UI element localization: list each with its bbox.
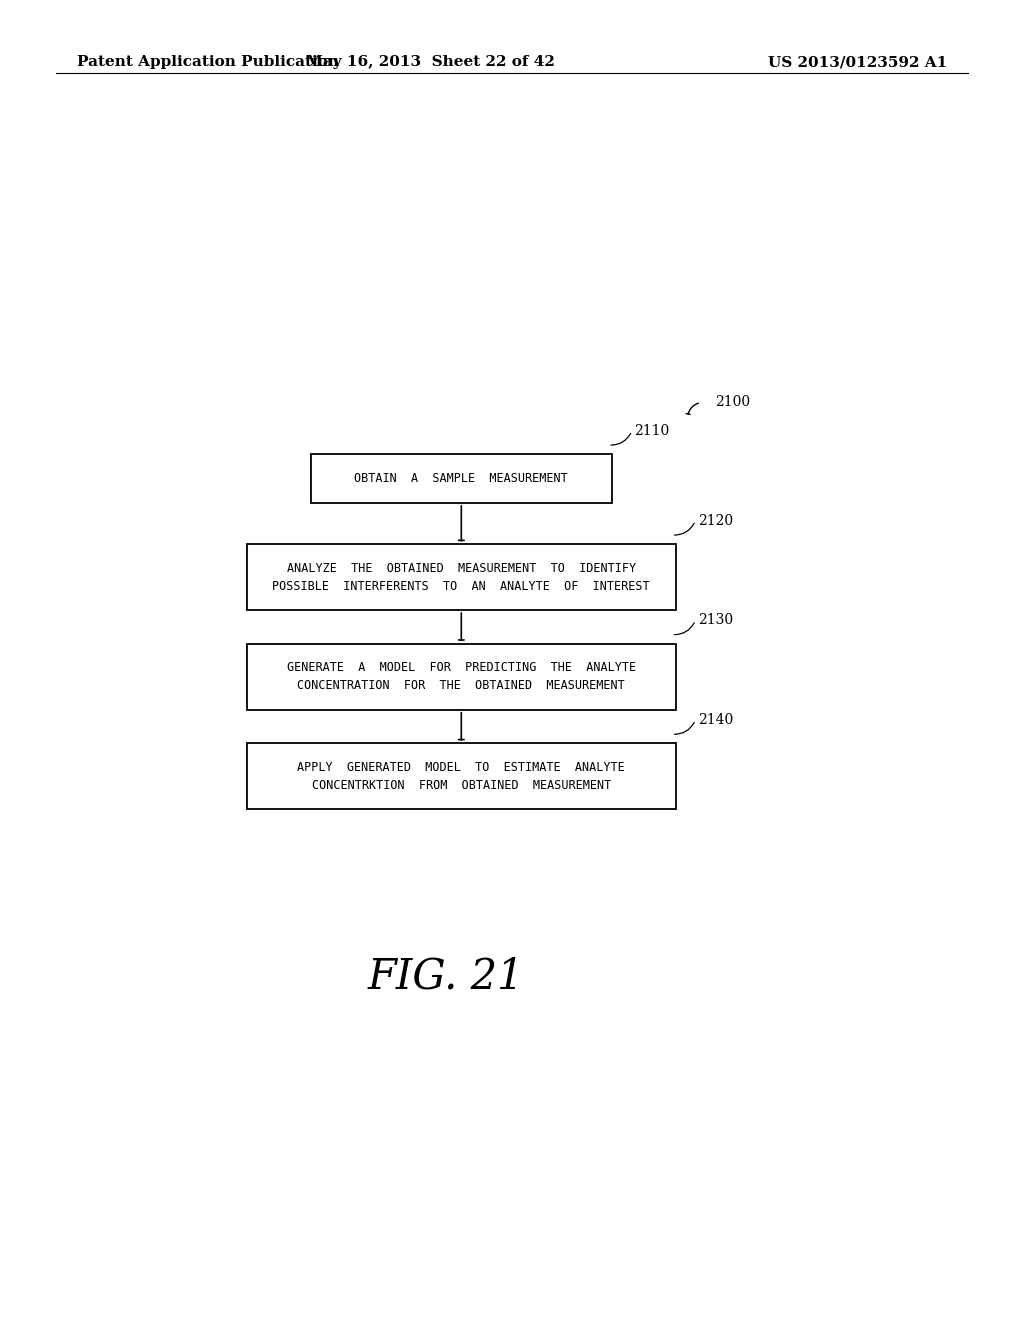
Text: FIG. 21: FIG. 21 xyxy=(368,956,523,998)
Text: ANALYZE  THE  OBTAINED  MEASUREMENT  TO  IDENTIFY
POSSIBLE  INTERFERENTS  TO  AN: ANALYZE THE OBTAINED MEASUREMENT TO IDEN… xyxy=(272,561,650,593)
Bar xyxy=(247,743,676,809)
Text: 2140: 2140 xyxy=(697,713,733,727)
Text: APPLY  GENERATED  MODEL  TO  ESTIMATE  ANALYTE
CONCENTRΚTION  FROM  OBTAINED  ME: APPLY GENERATED MODEL TO ESTIMATE ANALYT… xyxy=(297,760,626,792)
Text: GENERATE  A  MODEL  FOR  PREDICTING  THE  ANALYTE
CONCENTRATION  FOR  THE  OBTAI: GENERATE A MODEL FOR PREDICTING THE ANAL… xyxy=(287,661,636,692)
Text: Patent Application Publication: Patent Application Publication xyxy=(77,55,339,70)
Text: US 2013/0123592 A1: US 2013/0123592 A1 xyxy=(768,55,947,70)
Text: 2130: 2130 xyxy=(697,614,733,627)
Bar xyxy=(247,644,676,710)
Text: May 16, 2013  Sheet 22 of 42: May 16, 2013 Sheet 22 of 42 xyxy=(305,55,555,70)
Bar xyxy=(310,454,612,503)
Text: 2100: 2100 xyxy=(715,395,751,409)
Text: 2110: 2110 xyxy=(634,424,670,438)
Text: 2120: 2120 xyxy=(697,513,733,528)
Bar xyxy=(247,544,676,610)
Text: OBTAIN  A  SAMPLE  MEASUREMENT: OBTAIN A SAMPLE MEASUREMENT xyxy=(354,473,568,484)
